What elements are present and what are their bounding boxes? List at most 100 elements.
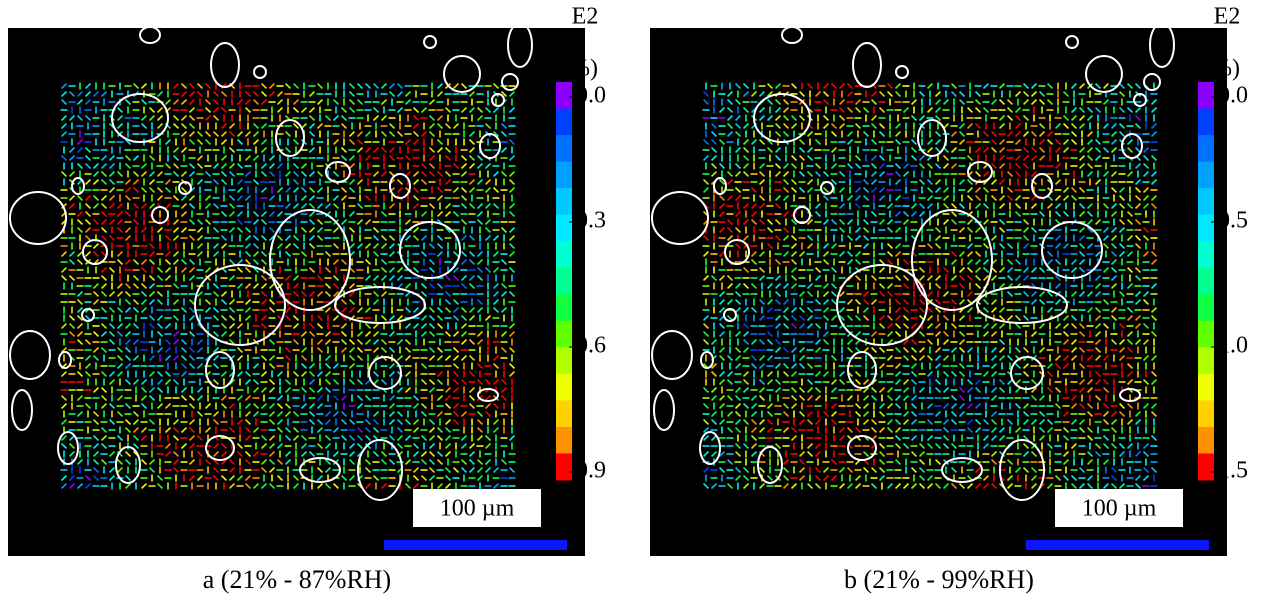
strain-vector <box>950 82 958 90</box>
strain-vector <box>894 210 902 218</box>
strain-vector <box>308 266 316 274</box>
strain-vector <box>492 402 500 410</box>
strain-vector <box>156 482 164 490</box>
strain-vector <box>974 250 982 258</box>
strain-vector <box>436 410 444 418</box>
strain-vector <box>204 266 212 274</box>
strain-vector <box>204 458 212 466</box>
strain-vector <box>428 378 436 386</box>
strain-vector <box>348 130 356 138</box>
strain-vector <box>332 290 340 298</box>
strain-vector <box>1094 290 1102 298</box>
strain-vector <box>998 138 1006 146</box>
strain-vector <box>300 330 308 338</box>
strain-vector <box>84 178 92 186</box>
strain-vector <box>444 394 452 402</box>
strain-vector <box>108 290 116 298</box>
strain-vector <box>1046 138 1054 146</box>
particle-outline <box>299 457 341 483</box>
strain-vector <box>420 474 428 482</box>
strain-vector <box>1102 170 1110 178</box>
strain-vector <box>934 274 942 282</box>
strain-vector <box>340 146 348 154</box>
strain-vector <box>822 186 830 194</box>
strain-vector <box>348 474 356 482</box>
strain-vector <box>902 210 910 218</box>
strain-vector <box>364 274 372 282</box>
strain-vector <box>822 314 830 322</box>
strain-vector <box>364 258 372 266</box>
strain-vector <box>84 370 92 378</box>
strain-vector <box>966 306 974 314</box>
strain-vector <box>420 314 428 322</box>
strain-vector <box>1054 322 1062 330</box>
strain-vector <box>846 298 854 306</box>
strain-vector <box>806 242 814 250</box>
strain-vector <box>1094 314 1102 322</box>
strain-vector <box>718 354 726 362</box>
strain-vector <box>838 98 846 106</box>
strain-vector <box>1086 218 1094 226</box>
strain-vector <box>1142 186 1150 194</box>
strain-vector <box>236 218 244 226</box>
strain-vector <box>718 330 726 338</box>
strain-vector <box>508 234 516 242</box>
strain-vector <box>372 322 380 330</box>
strain-vector <box>196 162 204 170</box>
strain-vector <box>1006 314 1014 322</box>
strain-vector <box>1086 210 1094 218</box>
strain-vector <box>444 330 452 338</box>
strain-vector <box>132 274 140 282</box>
strain-vector <box>84 482 92 490</box>
strain-vector <box>308 362 316 370</box>
strain-vector <box>124 458 132 466</box>
strain-vector <box>998 346 1006 354</box>
strain-vector <box>444 226 452 234</box>
strain-vector <box>276 426 284 434</box>
strain-vector <box>324 282 332 290</box>
strain-vector <box>316 394 324 402</box>
strain-vector <box>782 186 790 194</box>
strain-vector <box>428 154 436 162</box>
strain-vector <box>734 82 742 90</box>
strain-vector <box>420 250 428 258</box>
strain-vector <box>734 330 742 338</box>
strain-vector <box>116 434 124 442</box>
strain-vector <box>148 386 156 394</box>
strain-vector <box>68 482 76 490</box>
strain-vector <box>452 186 460 194</box>
strain-vector <box>132 434 140 442</box>
strain-vector <box>444 386 452 394</box>
strain-vector <box>1006 130 1014 138</box>
strain-vector <box>1134 194 1142 202</box>
strain-vector <box>156 402 164 410</box>
strain-vector <box>428 426 436 434</box>
strain-vector <box>372 274 380 282</box>
strain-vector <box>990 178 998 186</box>
strain-vector <box>1110 146 1118 154</box>
strain-vector <box>180 394 188 402</box>
strain-vector <box>188 434 196 442</box>
strain-vector <box>380 146 388 154</box>
strain-vector <box>950 258 958 266</box>
strain-vector <box>742 234 750 242</box>
strain-vector <box>1054 194 1062 202</box>
strain-vector <box>718 210 726 218</box>
strain-vector <box>428 330 436 338</box>
strain-vector <box>436 450 444 458</box>
strain-vector <box>460 378 468 386</box>
strain-vector <box>308 210 316 218</box>
strain-vector <box>276 90 284 98</box>
strain-vector <box>316 202 324 210</box>
strain-vector <box>356 138 364 146</box>
strain-vector <box>204 98 212 106</box>
strain-vector <box>436 114 444 122</box>
strain-vector <box>1078 234 1086 242</box>
strain-vector <box>260 234 268 242</box>
strain-vector <box>934 162 942 170</box>
strain-vector <box>1150 250 1158 258</box>
strain-vector <box>404 322 412 330</box>
strain-vector <box>284 242 292 250</box>
strain-vector <box>220 458 228 466</box>
strain-vector <box>84 162 92 170</box>
